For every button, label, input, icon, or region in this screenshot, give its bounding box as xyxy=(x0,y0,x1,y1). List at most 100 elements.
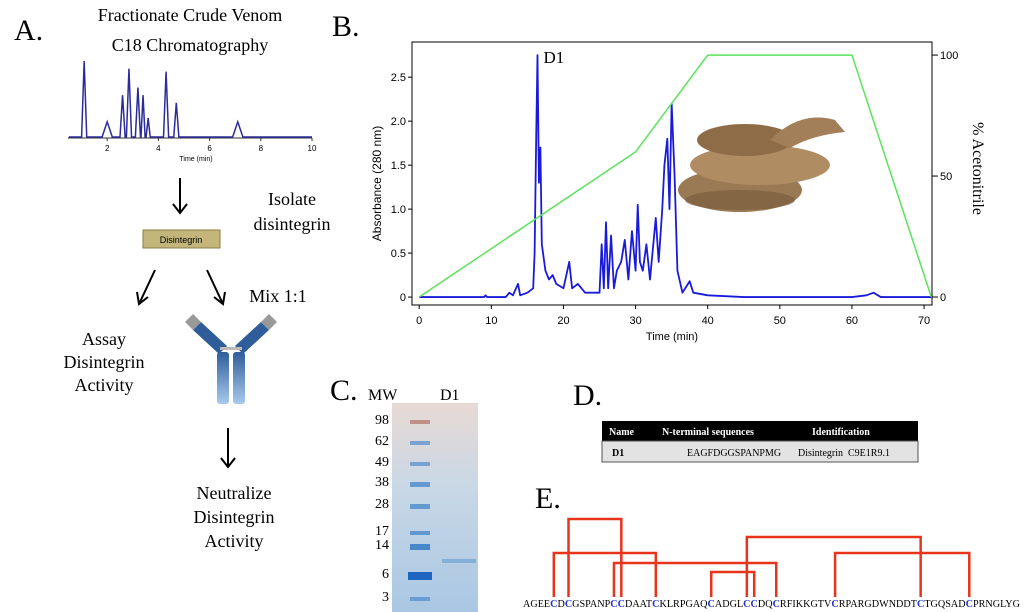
residue: T xyxy=(646,599,652,610)
gel-lane-label: D1 xyxy=(440,387,460,404)
residue: R xyxy=(858,599,865,610)
table-header xyxy=(602,421,918,441)
residue: C xyxy=(610,599,617,610)
trace xyxy=(68,60,312,138)
residue: K xyxy=(803,599,811,610)
residue: C xyxy=(773,599,780,610)
mw-label: 14 xyxy=(375,538,389,553)
residue: S xyxy=(945,599,951,610)
residue: G xyxy=(993,599,1000,610)
residue: K xyxy=(796,599,804,610)
disulfide-bonds xyxy=(552,517,971,597)
x-tick-label: 0 xyxy=(416,315,422,327)
box-label: Disintegrin xyxy=(160,235,203,245)
gel-mw-label: MW xyxy=(368,387,398,404)
snake-photo xyxy=(678,117,845,212)
panel-letter: C. xyxy=(330,374,358,407)
residue: S xyxy=(580,599,586,610)
residue: C xyxy=(652,599,659,610)
table: Name N-terminal sequences Identification… xyxy=(609,427,890,459)
mw-label: 98 xyxy=(375,413,389,428)
x-tick-label: 20 xyxy=(557,315,569,327)
residue: E xyxy=(544,599,550,610)
residue: R xyxy=(780,599,787,610)
x-tick-label: 2 xyxy=(105,144,110,153)
residue: Q xyxy=(700,599,708,610)
chromatogram: 0 10 20 30 40 50 60 70 0 0.5 1.0 1.5 2.0 2.5 0 50 100 Tim… xyxy=(370,41,986,343)
residue: A xyxy=(640,599,648,610)
mw-label: 17 xyxy=(375,524,389,539)
residue: C xyxy=(743,599,750,610)
table-row xyxy=(601,440,919,463)
residue: E xyxy=(538,599,544,610)
step-label: Assay xyxy=(82,329,126,349)
y2-axis-label: % Acetonitrile xyxy=(969,122,986,215)
mw-label: 28 xyxy=(375,497,389,512)
step-label: Activity xyxy=(75,375,134,395)
residue: G xyxy=(931,599,938,610)
arrow xyxy=(136,269,156,306)
charts: 2 4 6 8 10 Time (min) 0 10 20 30 40 50 60 70 0 0.5 1.0 1.… xyxy=(68,41,986,343)
disulfide-bond xyxy=(833,551,971,597)
y-axis-label: Absorbance (280 nm) xyxy=(370,126,384,241)
residue: T xyxy=(911,599,917,610)
residue: A xyxy=(523,599,531,610)
residue: K xyxy=(659,599,667,610)
workflow: Fractionate Crude Venom C18 Chromatograp… xyxy=(64,5,331,551)
residue: L xyxy=(1000,599,1006,610)
panel-letter: A. xyxy=(14,14,43,47)
gel xyxy=(392,403,478,612)
x-tick-label: 10 xyxy=(485,315,497,327)
disulfide-bond xyxy=(612,561,778,597)
residue: C xyxy=(966,599,973,610)
residue: Q xyxy=(938,599,946,610)
residue: D xyxy=(625,599,632,610)
x-axis-label: Time (min) xyxy=(179,156,212,163)
y2-tick-label: 100 xyxy=(940,50,958,62)
table-header-cell: Name xyxy=(609,427,635,438)
workflow-title: Fractionate Crude Venom xyxy=(98,5,283,25)
residue: G xyxy=(530,599,537,610)
x-tick-label: 10 xyxy=(308,144,317,153)
peak-annotation: D1 xyxy=(543,48,564,67)
panel-letter: D. xyxy=(573,379,602,412)
residue: P xyxy=(585,599,591,610)
plot-frame xyxy=(411,41,933,306)
residue: D xyxy=(896,599,903,610)
step-label: Disintegrin xyxy=(194,507,275,527)
table-cell: EAGFDGGSPANPMG xyxy=(687,448,781,459)
residue: G xyxy=(1013,599,1020,610)
y-tick-label: 1.0 xyxy=(391,204,406,216)
table-cell: D1 xyxy=(612,448,624,459)
x-tick-label: 40 xyxy=(702,315,714,327)
sequence: AGEECDCGSPANPCCDAATCKLRPGAQCADGLCCDQCRFI… xyxy=(523,599,1020,610)
residue: N xyxy=(889,599,896,610)
residue: G xyxy=(572,599,579,610)
arrow xyxy=(206,269,226,306)
step-label: Isolate xyxy=(268,189,316,209)
residue: A xyxy=(951,599,959,610)
residue: G xyxy=(730,599,737,610)
residue: R xyxy=(979,599,986,610)
x-tick-label: 6 xyxy=(207,144,212,153)
x-tick-label: 30 xyxy=(629,315,641,327)
residue: F xyxy=(787,599,793,610)
residue: G xyxy=(810,599,817,610)
arrow xyxy=(172,178,188,215)
mw-label: 38 xyxy=(375,475,389,490)
residue: R xyxy=(673,599,680,610)
residue: W xyxy=(879,599,889,610)
residue: D xyxy=(872,599,879,610)
residue: Q xyxy=(765,599,773,610)
x-tick-label: 60 xyxy=(846,315,858,327)
residue: A xyxy=(632,599,640,610)
workflow-title: C18 Chromatography xyxy=(112,35,268,55)
residue: P xyxy=(605,599,611,610)
residue: D xyxy=(958,599,965,610)
residue: L xyxy=(737,599,743,610)
antibody-icon xyxy=(185,314,277,404)
residue: V xyxy=(824,599,832,610)
residue: C xyxy=(565,599,572,610)
disintegrin-box xyxy=(142,229,221,249)
